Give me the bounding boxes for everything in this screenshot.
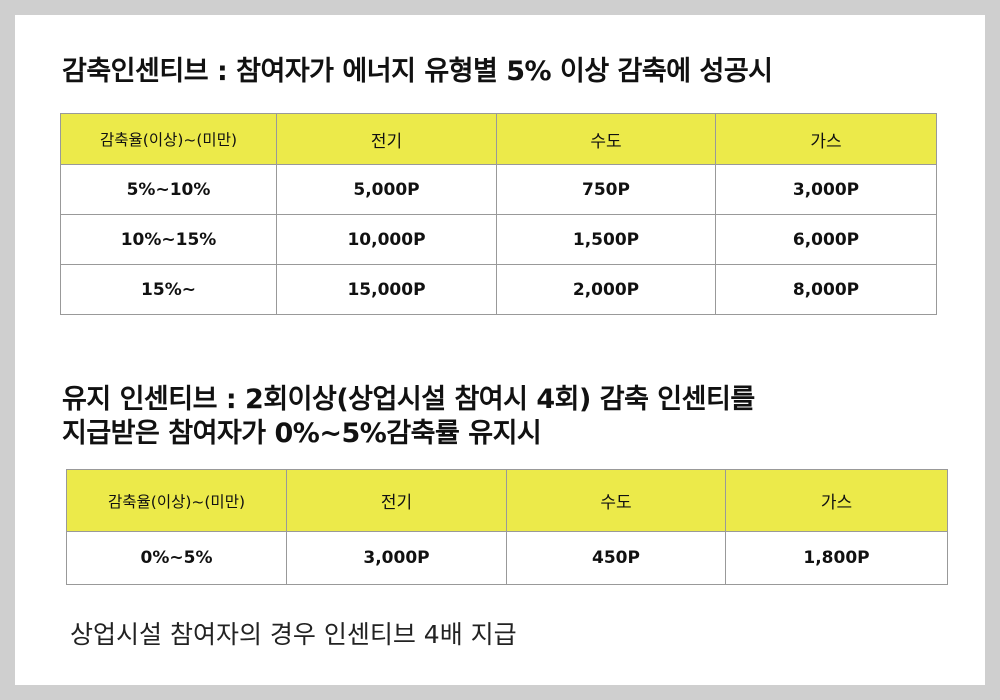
table-header-row: 감축율(이상)~(미만) 전기 수도 가스	[66, 469, 948, 532]
commercial-facility-footnote: 상업시설 참여자의 경우 인센티브 4배 지급	[70, 620, 517, 649]
cell-reduction-rate: 5%~10%	[60, 164, 277, 215]
header-water: 수도	[506, 469, 726, 532]
table-row: 5%~10% 5,000P 750P 3,000P	[60, 164, 937, 215]
header-electricity: 전기	[276, 113, 497, 165]
cell-gas: 6,000P	[715, 214, 937, 265]
table-row: 10%~15% 10,000P 1,500P 6,000P	[60, 214, 937, 265]
document-sheet: 감축인센티브 : 참여자가 에너지 유형별 5% 이상 감축에 성공시 감축율(…	[15, 15, 985, 685]
table-header-row: 감축율(이상)~(미만) 전기 수도 가스	[60, 113, 937, 165]
header-electricity: 전기	[286, 469, 507, 532]
header-gas: 가스	[715, 113, 937, 165]
header-reduction-rate: 감축율(이상)~(미만)	[60, 113, 277, 165]
cell-water: 750P	[496, 164, 716, 215]
header-gas: 가스	[725, 469, 948, 532]
cell-reduction-rate: 10%~15%	[60, 214, 277, 265]
table-row: 15%~ 15,000P 2,000P 8,000P	[60, 264, 937, 315]
reduction-incentive-table: 감축율(이상)~(미만) 전기 수도 가스 5%~10% 5,000P 750P…	[60, 113, 937, 315]
maintenance-title-line-1: 유지 인센티브 : 2회이상(상업시설 참여시 4회) 감축 인센티를	[62, 384, 755, 415]
cell-electricity: 3,000P	[286, 531, 507, 585]
table-row: 0%~5% 3,000P 450P 1,800P	[66, 531, 948, 585]
cell-water: 450P	[506, 531, 726, 585]
cell-reduction-rate: 15%~	[60, 264, 277, 315]
reduction-incentive-title: 감축인센티브 : 참여자가 에너지 유형별 5% 이상 감축에 성공시	[62, 56, 773, 87]
cell-gas: 1,800P	[725, 531, 948, 585]
cell-reduction-rate: 0%~5%	[66, 531, 287, 585]
cell-water: 2,000P	[496, 264, 716, 315]
maintenance-incentive-title: 유지 인센티브 : 2회이상(상업시설 참여시 4회) 감축 인센티를 지급받은…	[62, 383, 942, 451]
cell-water: 1,500P	[496, 214, 716, 265]
cell-gas: 3,000P	[715, 164, 937, 215]
cell-electricity: 15,000P	[276, 264, 497, 315]
maintenance-incentive-table: 감축율(이상)~(미만) 전기 수도 가스 0%~5% 3,000P 450P …	[66, 469, 948, 585]
header-water: 수도	[496, 113, 716, 165]
header-reduction-rate: 감축율(이상)~(미만)	[66, 469, 287, 532]
cell-electricity: 5,000P	[276, 164, 497, 215]
maintenance-title-line-2: 지급받은 참여자가 0%~5%감축률 유지시	[62, 418, 542, 449]
cell-gas: 8,000P	[715, 264, 937, 315]
cell-electricity: 10,000P	[276, 214, 497, 265]
